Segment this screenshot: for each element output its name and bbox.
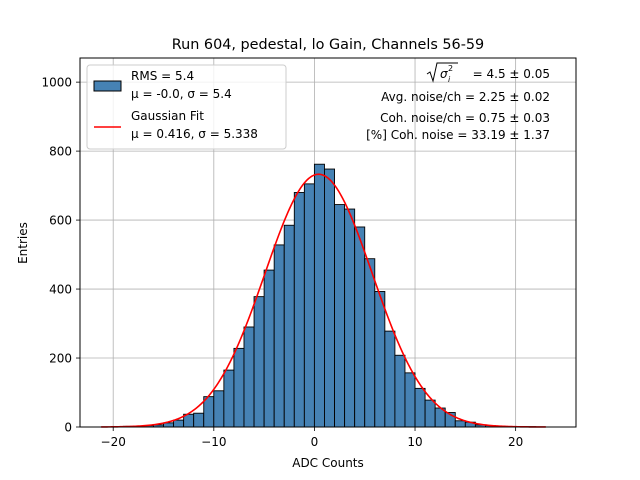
legend-hist-label-2: μ = -0.0, σ = 5.4 (131, 87, 232, 101)
histogram-bar (273, 244, 285, 428)
y-axis-label: Entries (16, 222, 30, 264)
histogram-bar (283, 224, 295, 428)
x-tick-label: 0 (311, 435, 319, 449)
svg-text:2: 2 (448, 64, 453, 73)
annotation-line-1: = 4.5 ± 0.05 (473, 67, 550, 81)
histogram-bar (324, 168, 335, 428)
histogram-bar (414, 387, 426, 428)
annotation-line-4: [%] Coh. noise = 33.19 ± 1.37 (366, 128, 550, 142)
x-tick-label: −10 (201, 435, 226, 449)
histogram-bar (364, 258, 376, 428)
histogram-bar (233, 347, 245, 428)
annotation-line-2: Avg. noise/ch = 2.25 ± 0.02 (381, 90, 550, 104)
histogram-bar (354, 226, 366, 428)
legend: RMS = 5.4 μ = -0.0, σ = 5.4 Gaussian Fit… (86, 64, 287, 150)
annotation-line-3: Coh. noise/ch = 0.75 ± 0.03 (380, 111, 550, 125)
histogram-bar (384, 330, 396, 428)
sqrt-sigma-symbol: σ 2 i (426, 62, 458, 84)
histogram-bar (454, 420, 466, 428)
histogram-bar (344, 208, 356, 428)
x-axis-label: ADC Counts (292, 456, 364, 470)
noise-annotations: σ 2 i = 4.5 ± 0.05 Avg. noise/ch = 2.25 … (366, 62, 550, 142)
svg-text:σ: σ (440, 67, 448, 81)
fit-curve-group (101, 173, 546, 428)
plot-frame (79, 57, 577, 428)
y-tick-label: 400 (49, 283, 72, 297)
legend-fit-label-1: Gaussian Fit (131, 109, 204, 123)
legend-hist-label-1: RMS = 5.4 (131, 69, 194, 83)
histogram-bar (424, 399, 436, 428)
legend-fit-label-2: μ = 0.416, σ = 5.338 (131, 127, 258, 141)
y-tick-label: 200 (49, 352, 72, 366)
legend-box (86, 64, 287, 150)
histogram-bar (334, 204, 346, 428)
histogram-bar (243, 326, 255, 428)
histogram-bar (404, 372, 416, 428)
histogram-bar (173, 419, 185, 428)
x-tick-label: 10 (407, 435, 422, 449)
y-tick-label: 1000 (41, 76, 72, 90)
x-tick-label: −20 (101, 435, 126, 449)
y-axis: 0 200 400 600 800 1000 (41, 76, 80, 435)
histogram-bar (253, 296, 265, 428)
chart-title: Run 604, pedestal, lo Gain, Channels 56-… (172, 37, 484, 53)
y-tick-label: 600 (49, 214, 72, 228)
x-axis: −20 −10 0 10 20 (101, 427, 523, 449)
histogram-bar (313, 163, 325, 428)
histogram-bar (303, 183, 315, 428)
histogram-bar (263, 269, 275, 428)
histogram-bar (213, 390, 225, 428)
histogram-bar (394, 354, 406, 428)
histogram-bar (193, 412, 205, 428)
histogram-bar (293, 192, 305, 428)
histogram-bar (374, 291, 386, 428)
y-tick-label: 0 (64, 421, 72, 435)
histogram-bar (223, 369, 235, 428)
y-tick-label: 800 (49, 145, 72, 159)
svg-text:i: i (448, 75, 451, 84)
gaussian-fit-curve (101, 173, 546, 428)
histogram-bar (203, 396, 215, 428)
legend-hist-swatch (93, 80, 122, 92)
x-tick-label: 20 (508, 435, 523, 449)
